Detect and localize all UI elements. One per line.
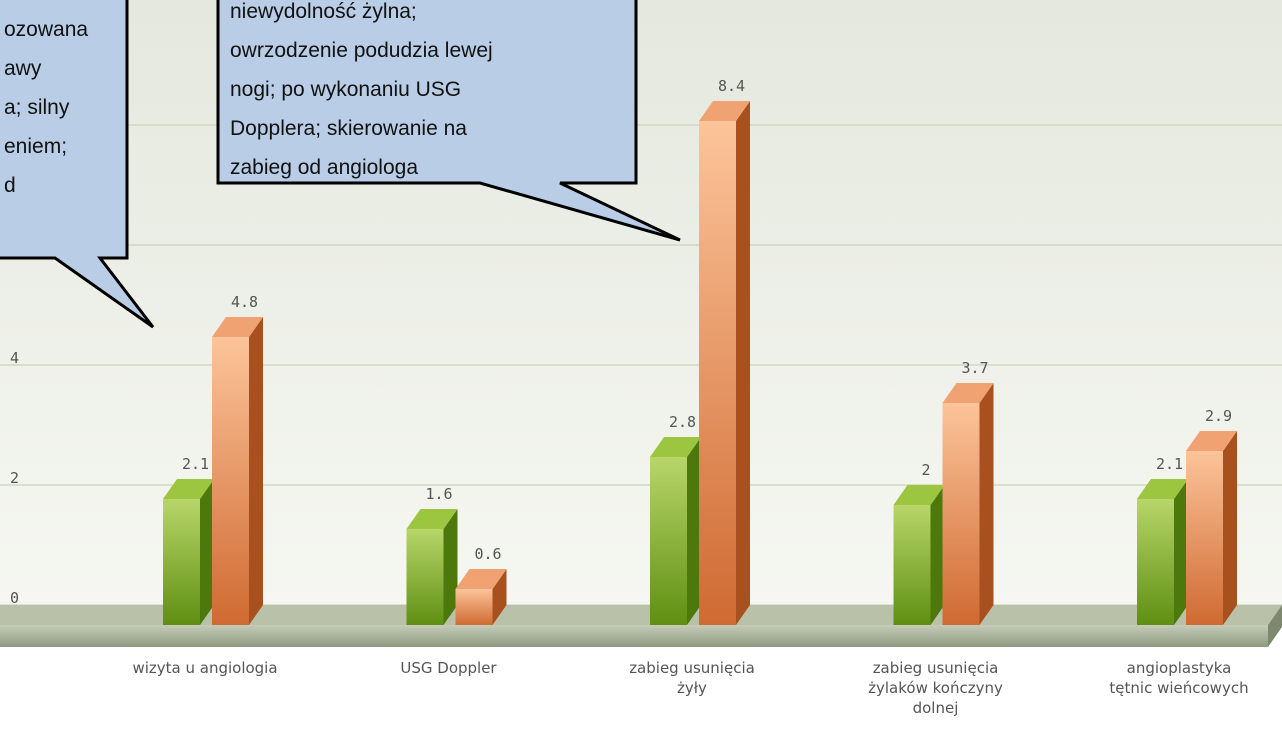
callout-text: owrzodzenie podudzia lewej [230, 39, 493, 62]
bar-front [699, 121, 736, 625]
bar [942, 383, 994, 625]
bar-top [1186, 431, 1237, 451]
bar-top [650, 437, 701, 457]
data-label: 3.7 [961, 359, 988, 377]
callout-text: a; silny [4, 96, 70, 119]
bar-side [979, 383, 994, 625]
data-label: 2.1 [1156, 455, 1183, 473]
callout [0, 0, 155, 329]
callout-text: nogi; po wykonaniu USG [230, 78, 461, 101]
y-tick-label: 0 [10, 589, 19, 607]
x-tick-label: USG Doppler [400, 659, 497, 677]
bar-top [212, 317, 263, 337]
bar-top [1137, 479, 1188, 499]
bar-side [443, 509, 458, 625]
bar-side [1174, 479, 1188, 625]
x-tick-label: zabieg usunięcia żyły [629, 659, 755, 697]
bar-side [492, 569, 507, 625]
callout [216, 0, 681, 242]
callout-text: zabieg od angiologa [230, 156, 418, 179]
bar-top [163, 479, 214, 499]
bar-side [200, 479, 214, 625]
bar-front [455, 589, 493, 625]
bar [893, 485, 945, 625]
y-tick-label: 2 [10, 469, 19, 487]
x-tick-label: wizyta u angiologia [132, 659, 278, 677]
x-tick-label: angioplastyka tętnic wieńcowych [1109, 659, 1249, 697]
x-tick-label: zabieg usunięcia żylaków kończyny dolnej [868, 659, 1003, 717]
bar-front [212, 337, 249, 625]
bar-front [650, 457, 687, 625]
floor-side [1268, 605, 1282, 647]
bar-top [406, 509, 458, 529]
callout-text: awy [4, 57, 42, 80]
bar-top [893, 485, 945, 505]
bar [699, 101, 750, 625]
bar-side [249, 317, 263, 625]
data-label: 8.4 [718, 77, 745, 95]
bar [455, 569, 507, 625]
data-label: 2 [921, 461, 930, 479]
bar-front [942, 403, 980, 625]
bar-front [163, 499, 200, 625]
y-tick-label: 4 [10, 349, 19, 367]
bar [163, 479, 214, 625]
data-label: 1.6 [425, 485, 452, 503]
callout-text: Dopplera; skierowanie na [230, 117, 467, 140]
bar-top [455, 569, 507, 589]
data-label: 4.8 [231, 293, 258, 311]
callout-text: niewydolność żylna; [230, 0, 417, 23]
bar [406, 509, 458, 625]
bar [212, 317, 263, 625]
bar [650, 437, 701, 625]
bar-front [1137, 499, 1174, 625]
bar-front [1186, 451, 1223, 625]
data-label: 2.1 [182, 455, 209, 473]
data-label: 2.9 [1205, 407, 1232, 425]
callout-text: eniem; [4, 135, 67, 158]
bar [1137, 479, 1188, 625]
bar-front [406, 529, 444, 625]
bar-side [1223, 431, 1237, 625]
callout-text: d [4, 174, 16, 197]
bar-top [699, 101, 750, 121]
bar-top [942, 383, 994, 403]
bar-side [687, 437, 701, 625]
callout-text: ozowana [4, 18, 88, 41]
data-label: 2.8 [669, 413, 696, 431]
bar-front [893, 505, 931, 625]
floor-front [0, 625, 1268, 647]
bar-side [930, 485, 945, 625]
bar [1186, 431, 1237, 625]
bar-side [736, 101, 750, 625]
data-label: 0.6 [474, 545, 501, 563]
